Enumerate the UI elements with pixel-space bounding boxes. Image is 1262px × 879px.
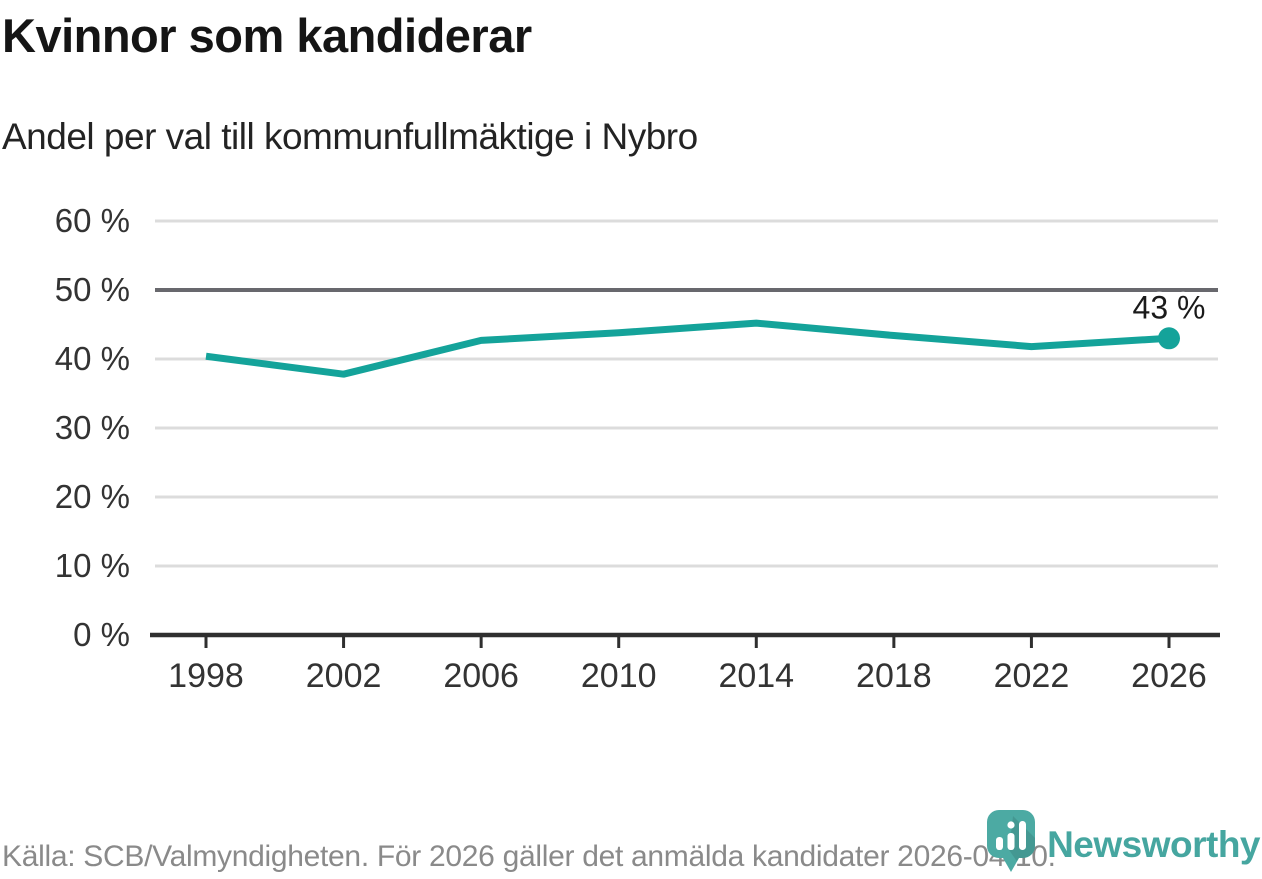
end-point-value-label: 43 %	[1133, 289, 1206, 325]
y-axis-tick-label: 0 %	[73, 616, 130, 653]
y-axis-tick-label: 30 %	[55, 409, 130, 446]
y-axis-tick-label: 60 %	[55, 202, 130, 239]
x-axis-tick-label: 2026	[1131, 657, 1207, 695]
y-axis-tick-label: 10 %	[55, 547, 130, 584]
chart-subtitle: Andel per val till kommunfullmäktige i N…	[2, 116, 698, 157]
y-axis-tick-label: 40 %	[55, 340, 130, 377]
newsworthy-logo: Newsworthy	[987, 810, 1260, 879]
line-chart-canvas: 60 % 50 % 40 % 30 % 20 % 10 % 0 % 1998 2002 2006 2…	[55, 202, 1220, 695]
newsworthy-wordmark: Newsworthy	[1047, 823, 1260, 865]
y-axis-tick-label: 50 %	[55, 271, 130, 308]
y-axis-tick-label: 20 %	[55, 478, 130, 515]
x-axis-tick-label: 2014	[718, 657, 794, 695]
x-axis-tick-label: 2010	[581, 657, 657, 695]
data-line	[205, 319, 1170, 378]
x-axis-tick-label: 2022	[994, 657, 1070, 695]
chart-title: Kvinnor som kandiderar	[2, 9, 532, 62]
newsworthy-pin-icon	[987, 810, 1036, 879]
x-axis-tick-label: 2002	[306, 657, 382, 695]
x-axis-tick-label: 2006	[443, 657, 519, 695]
line-chart: 60 % 50 % 40 % 30 % 20 % 10 % 0 % 1998 2002 2006 2…	[0, 190, 1262, 705]
x-axis-tick-label: 1998	[168, 657, 244, 695]
source-note: Källa: SCB/Valmyndigheten. För 2026 gäll…	[2, 840, 1056, 873]
x-axis-tick-label: 2018	[856, 657, 932, 695]
end-point-dot	[1158, 327, 1180, 350]
